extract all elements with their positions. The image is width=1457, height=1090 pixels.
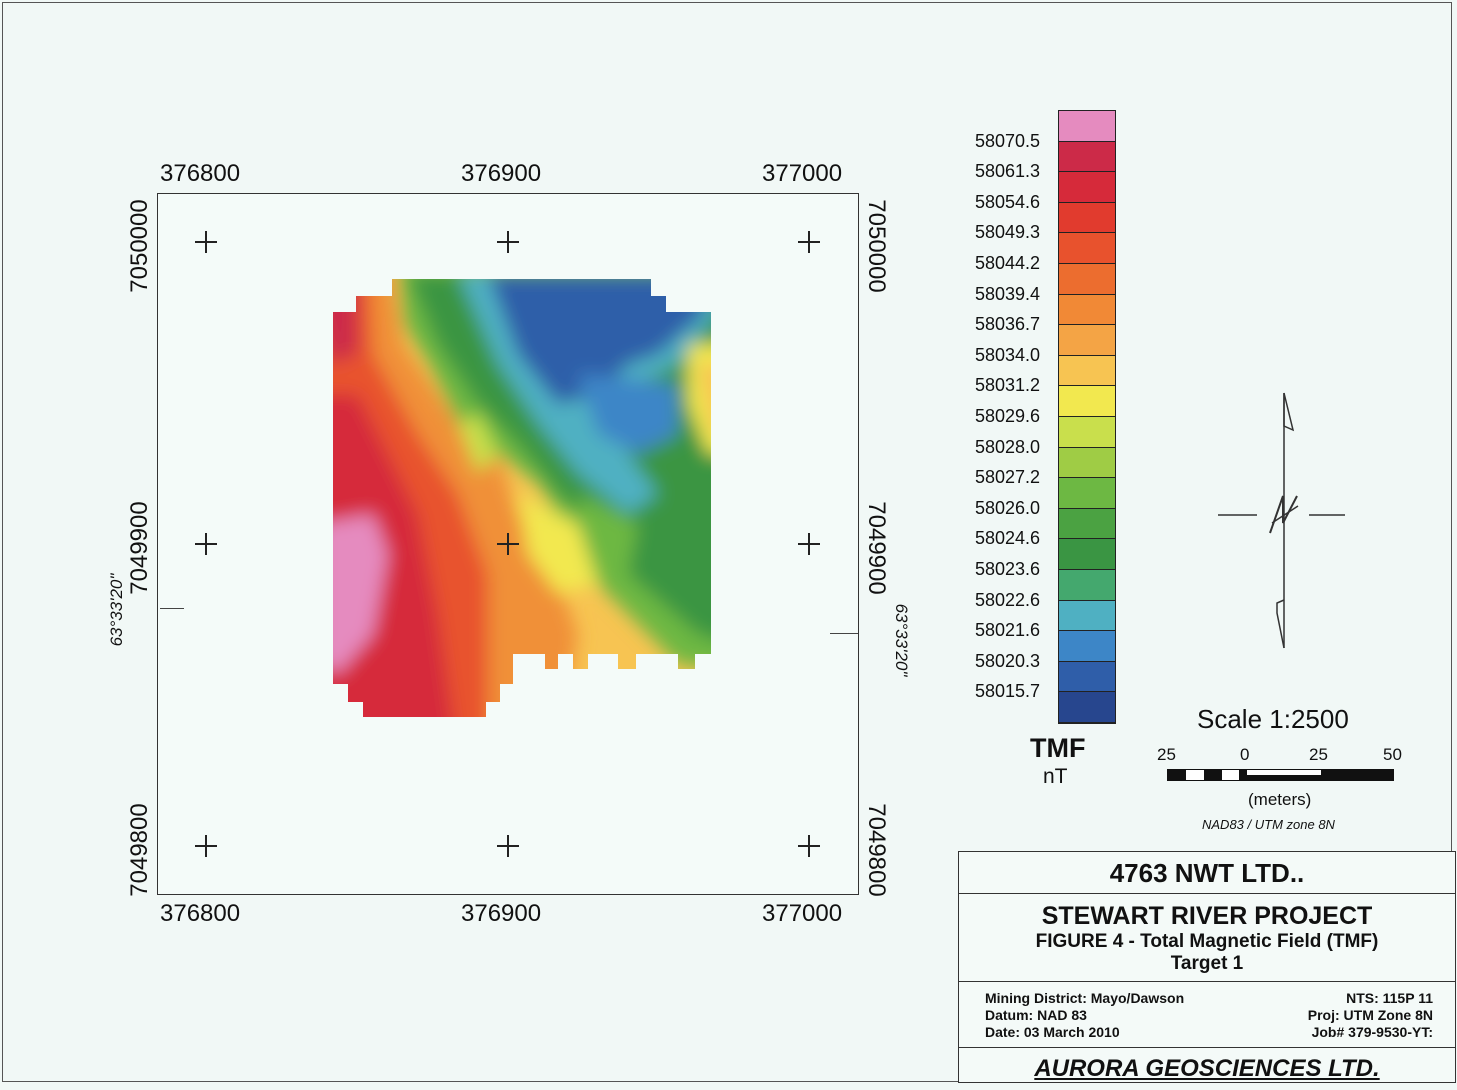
legend-unit: nT — [1043, 765, 1068, 788]
legend-swatch — [1059, 447, 1115, 479]
figure-title: FIGURE 4 - Total Magnetic Field (TMF) — [1035, 931, 1379, 952]
scale-bar — [1167, 769, 1394, 781]
tmf-color-legend — [1058, 110, 1116, 724]
legend-swatch — [1059, 294, 1115, 326]
x-tick-top: 376900 — [461, 160, 542, 187]
scale-label: 25 — [1309, 745, 1328, 764]
grid-cross — [798, 835, 820, 857]
x-tick-top: 377000 — [762, 160, 843, 187]
y-tick-left: 7049800 — [126, 803, 153, 897]
date: Date: 03 March 2010 — [985, 1024, 1120, 1040]
legend-value: 58036.7 — [975, 314, 1041, 335]
grid-cross — [497, 231, 519, 253]
legend-swatch — [1059, 355, 1115, 387]
legend-value: 58022.6 — [975, 589, 1041, 610]
legend-value: 58070.5 — [975, 130, 1041, 151]
legend-value: 58028.0 — [975, 436, 1041, 457]
x-tick-bottom: 377000 — [762, 900, 843, 927]
y-tick-right: 7049900 — [863, 501, 890, 595]
legend-swatch — [1059, 508, 1115, 540]
y-tick-left: 7050000 — [126, 199, 153, 293]
tmf-grid-image — [333, 279, 711, 717]
job-number: Job# 379-9530-YT: — [1311, 1024, 1433, 1040]
legend-swatch — [1059, 233, 1115, 264]
legend-value: 58024.6 — [975, 528, 1041, 549]
legend-value: 58044.2 — [975, 253, 1041, 273]
grid-cross — [497, 533, 519, 555]
scale-label: 0 — [1240, 745, 1250, 764]
grid-cross — [195, 533, 217, 555]
legend-value: 58031.2 — [975, 375, 1041, 396]
x-tick-top: 376800 — [160, 160, 241, 187]
legend-swatch — [1059, 416, 1115, 448]
map-frame — [157, 193, 859, 895]
legend-swatch — [1059, 631, 1115, 662]
target-label: Target 1 — [1170, 953, 1244, 974]
scale-units: (meters) — [1248, 790, 1312, 809]
project-info: STEWART RIVER PROJECT FIGURE 4 - Total M… — [959, 894, 1455, 982]
legend-value: 58021.6 — [975, 620, 1041, 641]
map-metadata: Mining District: Mayo/Dawson Datum: NAD … — [959, 982, 1455, 1048]
company-name: 4763 NWT LTD.. — [959, 852, 1455, 894]
x-tick-bottom: 376900 — [461, 900, 542, 927]
latitude-tick-left — [160, 608, 184, 609]
legend-swatch — [1059, 141, 1115, 173]
grid-cross — [195, 231, 217, 253]
y-tick-left: 7049900 — [126, 501, 153, 595]
legend-swatch — [1059, 172, 1115, 203]
mining-district: Mining District: Mayo/Dawson — [985, 990, 1185, 1006]
legend-swatch — [1059, 539, 1115, 570]
legend-value: 58020.3 — [975, 650, 1041, 671]
latitude-tick-right — [830, 633, 858, 634]
legend-value: 58023.6 — [975, 559, 1041, 579]
legend-value: 58049.3 — [975, 222, 1041, 243]
north-arrow-icon — [1218, 392, 1345, 649]
grid-cross — [798, 231, 820, 253]
legend-swatch — [1059, 386, 1115, 417]
legend-title: TMF — [1030, 733, 1086, 763]
latitude-label-right: 63°33'20" — [892, 603, 911, 677]
legend-value: 58015.7 — [975, 681, 1041, 702]
legend-value: 58034.0 — [975, 344, 1041, 365]
legend-swatch — [1059, 569, 1115, 601]
y-tick-right: 7050000 — [863, 199, 890, 293]
datum: Datum: NAD 83 — [985, 1007, 1087, 1023]
grid-cross — [195, 835, 217, 857]
project-name: STEWART RIVER PROJECT — [1041, 902, 1373, 930]
contractor-name: AURORA GEOSCIENCES LTD. — [1034, 1055, 1380, 1082]
scale-title: Scale 1:2500 — [1197, 704, 1349, 734]
legend-swatch — [1059, 600, 1115, 632]
legend-value: 58029.6 — [975, 406, 1041, 426]
legend-swatch — [1059, 325, 1115, 356]
legend-swatch — [1059, 661, 1115, 693]
legend-swatch — [1059, 202, 1115, 234]
legend-value: 58026.0 — [975, 497, 1041, 518]
projection: Proj: UTM Zone 8N — [1307, 1007, 1433, 1023]
scale-label: 25 — [1157, 745, 1176, 764]
grid-cross — [798, 533, 820, 555]
legend-swatch — [1059, 692, 1115, 723]
y-tick-right: 7049800 — [863, 803, 890, 897]
grid-cross — [497, 835, 519, 857]
legend-value: 58061.3 — [975, 161, 1041, 182]
legend-swatch — [1059, 478, 1115, 509]
legend-swatch — [1059, 111, 1115, 142]
legend-value: 58054.6 — [975, 191, 1041, 212]
legend-swatch — [1059, 263, 1115, 295]
x-tick-bottom: 376800 — [160, 900, 241, 927]
latitude-label-left: 63°33'20" — [107, 573, 126, 647]
legend-value: 58027.2 — [975, 467, 1041, 488]
title-block: 4763 NWT LTD.. STEWART RIVER PROJECT FIG… — [958, 851, 1456, 1083]
legend-value: 58039.4 — [975, 283, 1041, 304]
scale-label: 50 — [1383, 745, 1402, 764]
nts-sheet: NTS: 115P 11 — [1346, 990, 1433, 1006]
scale-datum: NAD83 / UTM zone 8N — [1202, 817, 1335, 832]
